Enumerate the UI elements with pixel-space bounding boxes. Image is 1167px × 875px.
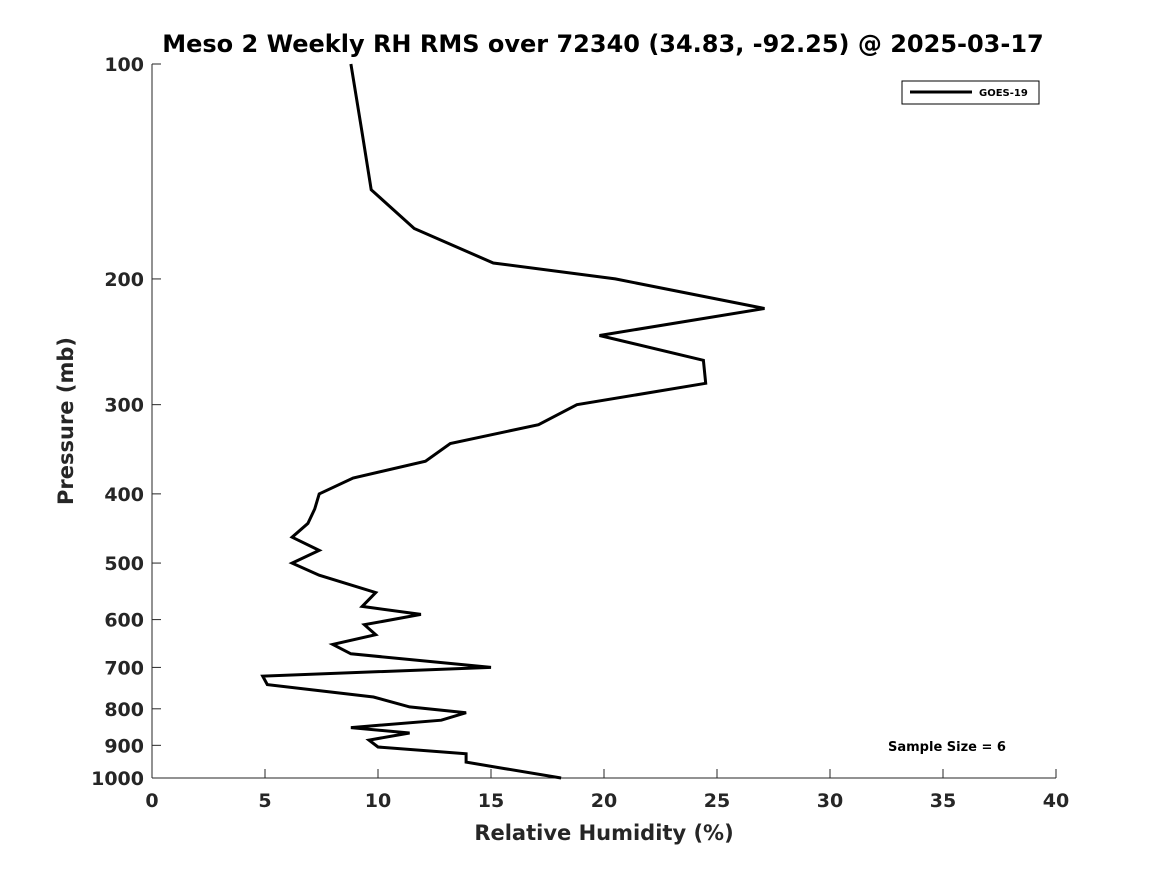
legend-label-goes-19: GOES-19 <box>979 88 1028 99</box>
series-line-goes-19 <box>260 63 765 780</box>
x-tick-label: 35 <box>930 790 956 812</box>
y-tick-label: 300 <box>104 395 144 417</box>
y-tick-label: 700 <box>104 657 144 679</box>
axes: 0 5 10 15 20 25 30 35 40 100 200 300 400 500 600 700 800… <box>91 54 1069 812</box>
legend: GOES-19 <box>901 80 1040 105</box>
y-tick-label: 100 <box>104 54 144 76</box>
chart-title: Meso 2 Weekly RH RMS over 72340 (34.83, … <box>162 30 1044 58</box>
y-tick-label: 200 <box>104 269 144 291</box>
y-tick-label: 400 <box>104 484 144 506</box>
x-tick-label: 5 <box>258 790 271 812</box>
x-tick-label: 40 <box>1043 790 1069 812</box>
y-axis-label: Pressure (mb) <box>54 337 78 505</box>
x-tick-label: 20 <box>591 790 617 812</box>
x-tick-label: 15 <box>478 790 504 812</box>
y-tick-label: 800 <box>104 699 144 721</box>
plot-area <box>260 63 765 780</box>
x-axis-label: Relative Humidity (%) <box>474 821 733 845</box>
x-tick-label: 30 <box>817 790 843 812</box>
x-tick-label: 25 <box>704 790 730 812</box>
y-tick-label: 900 <box>104 735 144 757</box>
y-tick-label: 1000 <box>91 768 144 790</box>
y-tick-label: 600 <box>104 610 144 632</box>
y-tick-label: 500 <box>104 553 144 575</box>
x-tick-label: 10 <box>365 790 391 812</box>
sample-size-annotation: Sample Size = 6 <box>888 740 1006 755</box>
x-tick-label: 0 <box>145 790 158 812</box>
